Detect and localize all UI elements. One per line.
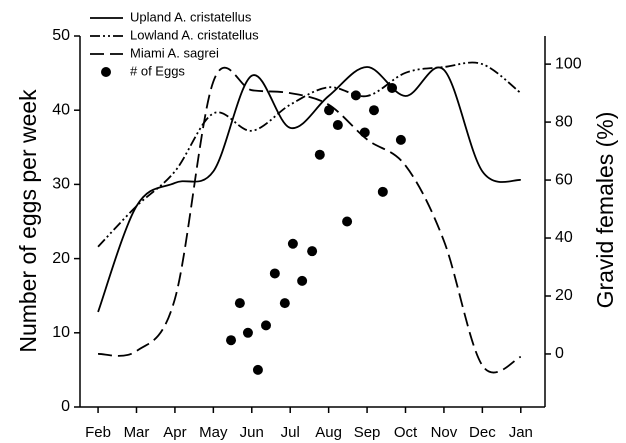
egg-point (226, 335, 237, 346)
x-tick-label: Aug (315, 424, 342, 441)
y2-tick-label: 60 (555, 171, 573, 188)
y-tick-label: 40 (52, 101, 70, 118)
series-line (97, 66, 522, 374)
series-line (97, 61, 522, 248)
egg-point (387, 82, 398, 93)
x-tick-label: Feb (85, 424, 111, 441)
egg-point (395, 134, 406, 145)
y-tick-label: 50 (52, 27, 70, 44)
x-tick-label: Apr (163, 424, 186, 441)
egg-point (359, 127, 370, 138)
y2-tick-label: 40 (555, 229, 573, 246)
x-tick-label: Jun (240, 424, 264, 441)
egg-point (252, 364, 263, 375)
y2-tick-label: 20 (555, 287, 573, 304)
y2-axis-label: Gravid females (%) (592, 112, 618, 309)
egg-point (324, 105, 335, 116)
y2-tick-label: 0 (555, 345, 564, 362)
y-tick-label: 20 (52, 250, 70, 267)
egg-point (297, 275, 308, 286)
y-tick-label: 30 (52, 176, 70, 193)
legend-label: # of Eggs (130, 63, 185, 78)
x-tick-label: Mar (124, 424, 150, 441)
x-tick-label: Oct (394, 424, 418, 441)
egg-point (279, 298, 290, 309)
series-line (97, 66, 521, 313)
legend-label: Upland A. cristatellus (130, 9, 252, 24)
egg-point (377, 186, 388, 197)
egg-point (314, 149, 325, 160)
egg-point (342, 216, 353, 227)
x-tick-label: Jul (281, 424, 300, 441)
x-tick-label: Nov (431, 424, 458, 441)
egg-point (261, 320, 271, 331)
egg-point (269, 268, 280, 279)
y-tick-label: 0 (61, 398, 70, 415)
egg-point (332, 120, 343, 131)
egg-point (307, 246, 318, 257)
legend-marker (101, 67, 111, 77)
egg-point (287, 238, 298, 249)
y-axis-label: Number of eggs per week (15, 89, 41, 353)
egg-point (242, 327, 253, 338)
egg-point (368, 105, 379, 116)
y2-tick-label: 100 (555, 55, 582, 72)
legend-label: Miami A. sagrei (130, 45, 219, 60)
y-tick-label: 10 (52, 324, 70, 341)
x-tick-label: Sep (354, 424, 381, 441)
x-tick-label: Dec (469, 424, 496, 441)
egg-point (350, 90, 361, 101)
legend-label: Lowland A. cristatellus (130, 27, 259, 42)
egg-point (234, 298, 245, 309)
y2-tick-label: 80 (555, 113, 573, 130)
x-tick-label: Jan (509, 424, 533, 441)
x-tick-label: May (199, 424, 228, 441)
